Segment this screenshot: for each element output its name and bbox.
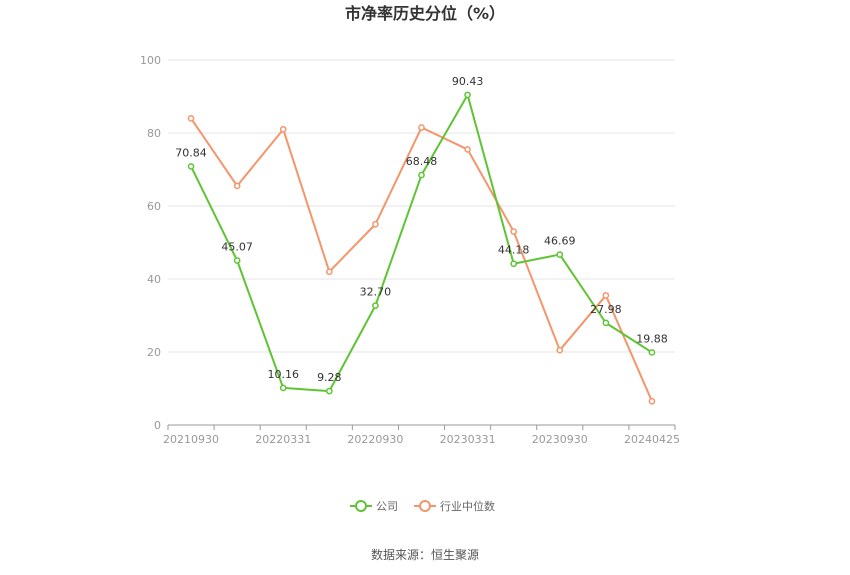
source-text: 数据来源：恒生聚源	[371, 547, 479, 562]
legend: 公司 行业中位数	[350, 499, 495, 513]
industry-median-point-6	[464, 146, 471, 153]
y-tick-label-20: 20	[147, 346, 161, 359]
y-tick-label-0: 0	[154, 419, 161, 432]
company-point-1	[233, 257, 241, 264]
x-tick-label-20220930: 20220930	[347, 433, 403, 446]
company-point-8	[556, 251, 564, 258]
industry-median-point-0	[187, 115, 195, 122]
legend-industry-median-marker	[419, 500, 431, 512]
x-tick-label-20240425: 20240425	[624, 433, 680, 446]
company-point-10	[648, 349, 656, 356]
data-label-2: 10.16	[267, 368, 299, 381]
industry-median-point-5	[418, 124, 425, 131]
industry-median-point-8	[556, 346, 564, 354]
y-tick-label-60: 60	[147, 200, 161, 213]
industry-median-point-10	[648, 397, 656, 405]
company-point-0	[187, 163, 195, 170]
data-label-10: 19.88	[636, 332, 668, 345]
series-layer	[187, 91, 656, 405]
company-point-2	[279, 384, 287, 392]
industry-median-point-7	[510, 228, 518, 235]
y-tick-label-100: 100	[140, 54, 161, 67]
company-point-5	[418, 171, 425, 179]
legend-industry-median-label: 行业中位数	[440, 499, 495, 513]
legend-company-label: 公司	[376, 500, 398, 513]
x-tick-label-20230930: 20230930	[532, 433, 588, 446]
industry-median-point-2	[279, 126, 287, 133]
legend-company-marker	[355, 500, 367, 512]
y-tick-label-80: 80	[147, 127, 161, 140]
data-label-5: 68.48	[406, 155, 438, 168]
data-labels: 70.84 45.07 10.16 9.28 32.70 68.48 90.43 44.18 4…	[175, 75, 667, 384]
data-label-0: 70.84	[175, 146, 207, 159]
data-label-9: 27.98	[590, 303, 622, 316]
data-label-4: 32.70	[360, 286, 392, 299]
industry-median-point-4	[372, 220, 379, 228]
data-label-8: 46.69	[544, 235, 576, 248]
series-line-company	[190, 93, 653, 393]
x-tick-label-20210930: 20210930	[163, 433, 219, 446]
industry-median-point-3	[325, 268, 333, 276]
data-label-3: 9.28	[317, 371, 342, 384]
x-tick-label-20230331: 20230331	[440, 433, 496, 446]
data-label-6: 90.43	[452, 75, 484, 88]
axes: 0 20 40 60 80 100 20210930 20220331 20220930 2023…	[140, 54, 680, 446]
grid	[168, 59, 675, 353]
data-label-7: 44.18	[498, 244, 530, 257]
x-tick-label-20220331: 20220331	[255, 433, 311, 446]
chart-title: 市净率历史分位（%）	[345, 4, 505, 23]
company-point-3	[325, 387, 333, 395]
company-point-4	[372, 302, 379, 309]
company-point-7	[510, 260, 518, 268]
industry-median-point-1	[233, 182, 241, 190]
company-point-9	[602, 319, 610, 327]
company-point-6	[464, 91, 471, 99]
industry-median-point-9	[602, 292, 610, 299]
y-tick-label-40: 40	[147, 273, 161, 286]
data-label-1: 45.07	[221, 240, 253, 253]
